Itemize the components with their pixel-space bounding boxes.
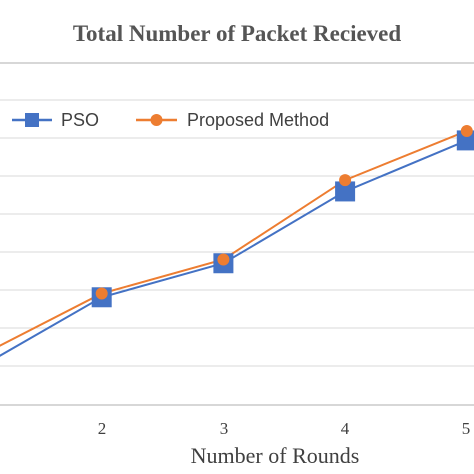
legend-item-pso: PSO	[12, 110, 99, 130]
legend-pso-marker	[25, 113, 39, 127]
x-tick-label: 5	[462, 419, 471, 438]
chart-title: Total Number of Packet Recieved	[73, 21, 402, 46]
legend-proposed-marker	[150, 114, 163, 126]
x-axis-title: Number of Rounds	[191, 443, 360, 468]
legend-proposed-label: Proposed Method	[187, 110, 329, 130]
x-tick-label: 3	[220, 419, 229, 438]
series-layer	[0, 124, 474, 357]
x-tick-label: 2	[98, 419, 107, 438]
x-tick-label: 4	[341, 419, 350, 438]
data-point-proposed-method	[217, 253, 230, 266]
gridlines	[0, 99, 474, 367]
legend: PSO Proposed Method	[12, 110, 329, 130]
legend-pso-label: PSO	[61, 110, 99, 130]
legend-item-proposed-method: Proposed Method	[136, 110, 329, 130]
data-point-pso	[335, 181, 356, 202]
data-point-proposed-method	[95, 287, 108, 300]
data-point-proposed-method	[339, 174, 352, 187]
data-point-proposed-method	[460, 124, 473, 137]
